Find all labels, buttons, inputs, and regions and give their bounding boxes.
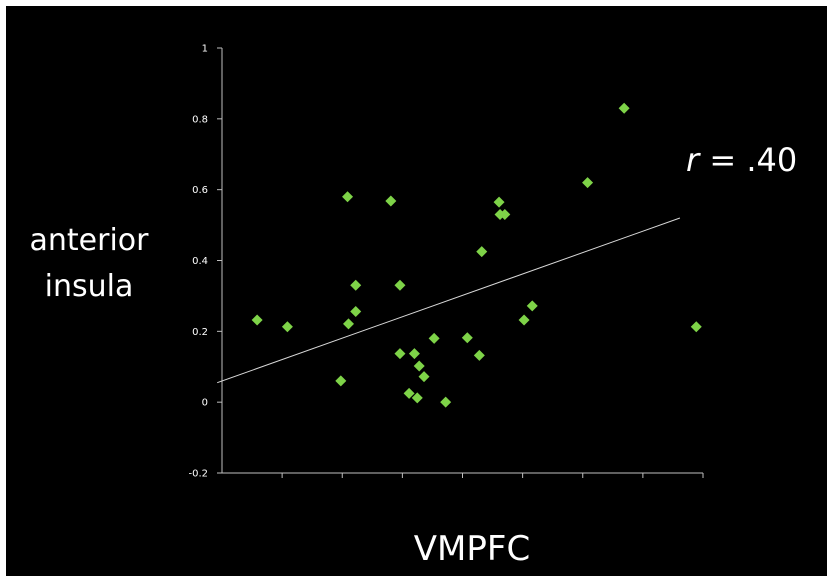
data-point [335, 375, 347, 387]
data-point [413, 360, 425, 372]
y-tick-label: 0.4 [192, 256, 208, 267]
y-tick-label: 0.8 [192, 114, 208, 125]
r-value: = .40 [699, 141, 798, 179]
data-point [343, 318, 355, 330]
data-point [394, 279, 406, 291]
data-point [403, 387, 415, 399]
data-point [385, 195, 397, 207]
data-point [526, 300, 538, 312]
data-point [350, 306, 362, 317]
y-tick-label: 0 [202, 398, 208, 409]
data-point [461, 332, 473, 344]
correlation-annotation: r = .40 [686, 141, 797, 179]
slide-background: 1 0.8 0.6 0.4 0.2 0 -0.2 anterior insula r = .… [6, 6, 827, 576]
data-point [342, 191, 354, 203]
r-symbol: r [686, 141, 700, 179]
y-axis-label-line-1: anterior [29, 223, 149, 258]
y-axis-label-line-2: insula [44, 269, 134, 304]
data-point [518, 314, 530, 326]
data-point [473, 349, 485, 361]
data-point [408, 348, 420, 360]
y-tick-label: -0.2 [188, 469, 208, 480]
x-axis-label: VMPFC [413, 529, 531, 569]
data-point [251, 314, 263, 326]
y-ticks: 1 0.8 0.6 0.4 0.2 0 -0.2 [188, 44, 222, 480]
x-ticks [281, 473, 704, 478]
data-point [428, 332, 440, 344]
scatter-plot: 1 0.8 0.6 0.4 0.2 0 -0.2 [188, 44, 704, 480]
data-point [499, 208, 511, 220]
data-point [690, 321, 702, 333]
data-point [411, 392, 423, 404]
trendline [217, 217, 681, 384]
data-point [394, 348, 406, 360]
data-points [251, 102, 702, 408]
data-point [618, 102, 630, 114]
y-tick-label: 1 [202, 44, 208, 55]
data-point [476, 246, 488, 258]
y-tick-label: 0.6 [192, 185, 208, 196]
data-point [493, 196, 505, 208]
data-point [582, 177, 594, 189]
data-point [418, 371, 430, 383]
y-tick-label: 0.2 [192, 327, 208, 338]
data-point [281, 321, 293, 333]
data-point [440, 396, 452, 408]
y-axis-label: anterior insula [14, 218, 164, 310]
data-point [350, 279, 362, 291]
